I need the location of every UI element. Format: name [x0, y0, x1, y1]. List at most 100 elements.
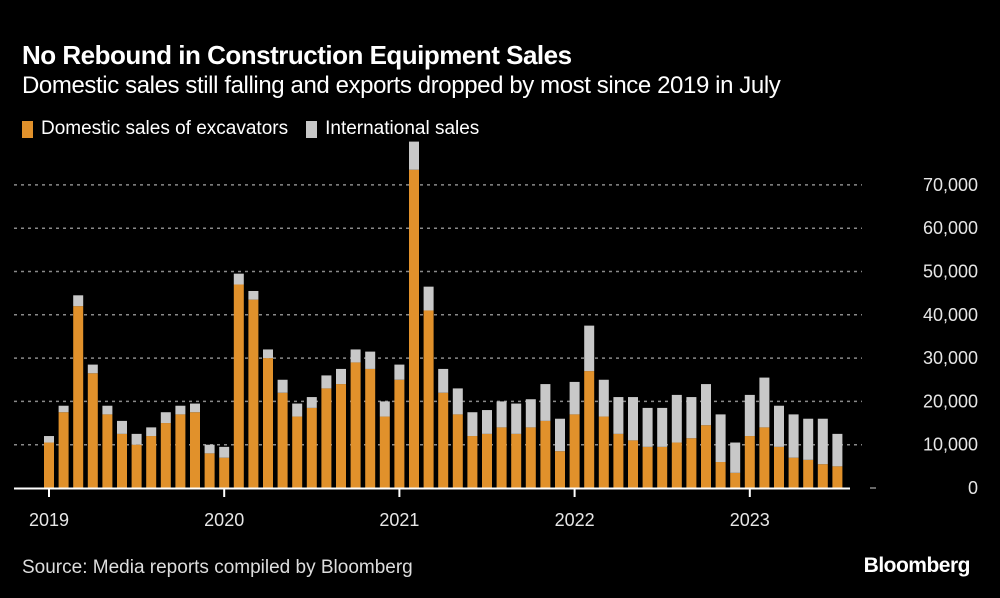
bar-international — [58, 405, 69, 413]
bar-domestic — [87, 373, 98, 488]
bar-domestic — [598, 416, 609, 488]
y-tick-label: 30,000 — [923, 348, 978, 368]
bar-domestic — [292, 416, 303, 488]
bar-international — [248, 290, 259, 300]
bar-international — [744, 394, 755, 437]
legend-label-international: International sales — [325, 118, 480, 139]
legend-item-international: International sales — [306, 118, 479, 140]
y-tick-label: 70,000 — [923, 175, 978, 195]
bar-international — [190, 403, 200, 413]
bar-domestic — [642, 446, 653, 488]
bar-domestic — [803, 459, 814, 488]
bar-international — [584, 325, 595, 372]
bar-domestic — [379, 416, 390, 488]
y-tick-label: 40,000 — [923, 305, 978, 325]
bar-international — [263, 349, 273, 359]
bar-domestic — [277, 392, 288, 488]
bar-domestic — [160, 423, 171, 488]
y-tick-label: 10,000 — [923, 435, 978, 455]
bar-international — [87, 364, 98, 374]
bar-domestic — [190, 412, 200, 488]
bar-international — [598, 379, 609, 417]
bar-international — [642, 407, 653, 447]
bar-domestic — [102, 414, 113, 488]
bar-domestic — [525, 427, 536, 488]
bar-domestic — [117, 433, 127, 488]
bar-domestic — [423, 310, 434, 488]
bar-domestic — [131, 444, 142, 488]
bar-domestic — [263, 358, 273, 488]
bar-international — [452, 388, 463, 415]
bar-domestic — [832, 466, 843, 488]
bar-domestic — [774, 446, 784, 488]
bar-domestic — [175, 414, 186, 488]
bar-international — [233, 273, 244, 285]
bar-international — [657, 407, 668, 447]
gridlines — [14, 184, 862, 446]
bar-international — [175, 405, 186, 415]
bar-domestic — [438, 392, 449, 488]
bar-international — [219, 446, 230, 458]
bar-domestic — [511, 433, 522, 488]
bar-domestic — [219, 457, 230, 488]
bar-international — [160, 412, 171, 424]
legend-swatch-domestic — [22, 120, 33, 138]
bar-domestic — [321, 388, 332, 488]
x-tick-label: 2023 — [730, 510, 770, 530]
bar-domestic — [701, 425, 711, 488]
bar-domestic — [744, 436, 755, 488]
bar-international — [730, 442, 741, 473]
bar-domestic — [44, 442, 54, 488]
bar-international — [628, 397, 638, 441]
bar-domestic — [394, 379, 405, 488]
bar-domestic — [350, 362, 361, 488]
bar-international — [321, 375, 332, 389]
bar-domestic — [204, 453, 215, 488]
x-tick-label: 2019 — [29, 510, 69, 530]
bar-domestic — [569, 414, 580, 488]
bar-domestic — [628, 440, 638, 488]
bar-international — [817, 418, 828, 465]
bar-international — [350, 349, 361, 363]
bar-international — [204, 444, 215, 454]
bar-domestic — [584, 371, 595, 488]
bar-international — [44, 436, 54, 443]
bar-international — [438, 368, 449, 393]
bar-domestic — [788, 457, 799, 488]
bar-domestic — [759, 427, 770, 488]
bar-international — [701, 384, 711, 426]
y-tick-label: 60,000 — [923, 218, 978, 238]
bar-international — [409, 141, 419, 170]
bar-domestic — [730, 472, 741, 488]
bar-domestic — [496, 427, 507, 488]
y-tick-label: 20,000 — [923, 391, 978, 411]
bar-international — [511, 403, 522, 434]
bar-domestic — [336, 384, 346, 488]
bar-domestic — [146, 436, 157, 488]
bar-domestic — [817, 464, 828, 488]
bar-international — [686, 397, 697, 439]
legend-label-domestic: Domestic sales of excavators — [41, 118, 289, 139]
chart-title: No Rebound in Construction Equipment Sal… — [22, 40, 572, 70]
bar-international — [482, 410, 492, 434]
bar-international — [774, 405, 784, 447]
legend-swatch-international — [306, 120, 318, 138]
x-tick-label: 2021 — [379, 510, 419, 530]
bar-domestic — [233, 284, 244, 488]
bar-international — [336, 368, 346, 385]
x-tick-label: 2020 — [204, 510, 244, 530]
bar-domestic — [365, 368, 376, 488]
legend: Domestic sales of excavators Internation… — [22, 118, 497, 140]
bar-international — [277, 379, 288, 393]
bar-domestic — [306, 407, 317, 488]
bar-domestic — [73, 306, 84, 488]
legend-item-domestic: Domestic sales of excavators — [22, 118, 288, 140]
bars — [44, 141, 843, 488]
bar-domestic — [540, 420, 551, 488]
axes: 0 10,000 20,000 30,000 40,000 50,000 60,000 70,… — [14, 175, 978, 530]
bar-international — [394, 364, 405, 380]
bar-international — [292, 403, 303, 417]
bar-domestic — [409, 169, 419, 488]
bar-international — [832, 433, 843, 467]
bar-international — [467, 412, 478, 437]
